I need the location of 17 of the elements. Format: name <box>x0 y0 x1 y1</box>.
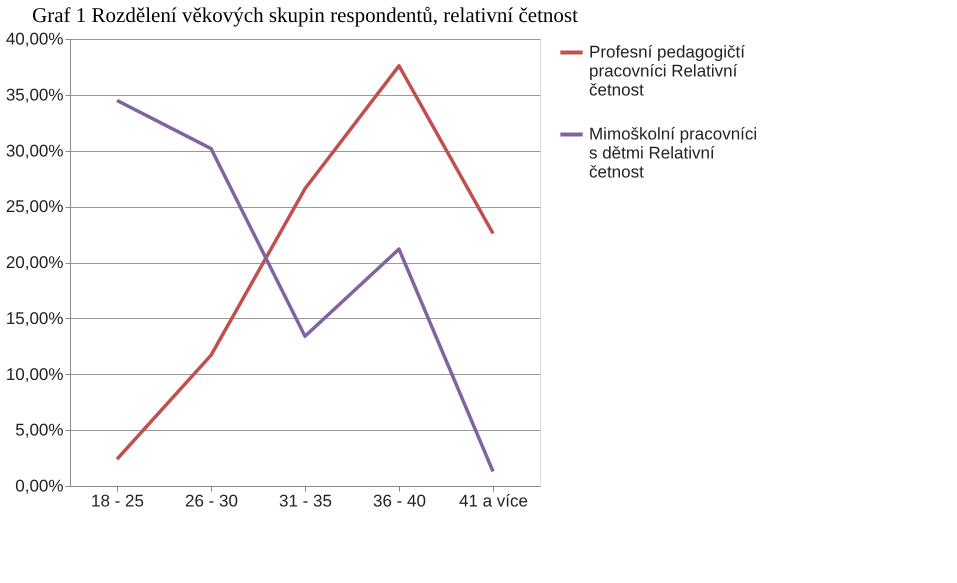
y-tick-label: 30,00% <box>6 141 64 160</box>
y-tick-label: 15,00% <box>6 308 64 328</box>
y-tick-label: 20,00% <box>6 253 64 272</box>
y-tick-label: 35,00% <box>6 85 64 104</box>
x-tick-label: 31 - 35 <box>279 492 332 510</box>
x-tick-label: 41 a více <box>459 492 528 510</box>
y-tick-label: 5,00% <box>15 420 64 440</box>
chart-title: Graf 1 Rozdělení věkových skupin respondentů, relativní četnost <box>32 3 578 27</box>
x-tick-label: 18 - 25 <box>91 492 144 510</box>
y-tick-label: 40,00% <box>6 30 64 48</box>
y-tick-label: 0,00% <box>15 476 64 496</box>
legend-label: Profesní pedagogičtí pracovníci Relativní četnost <box>589 42 746 100</box>
x-tick-label: 36 - 40 <box>373 492 426 510</box>
x-tick-label: 26 - 30 <box>185 492 238 510</box>
y-tick-label: 25,00% <box>6 197 64 216</box>
y-tick-label: 10,00% <box>6 364 64 384</box>
legend-label: Mimoškolní pracovníci s dětmi Relativní četnost <box>589 124 758 182</box>
